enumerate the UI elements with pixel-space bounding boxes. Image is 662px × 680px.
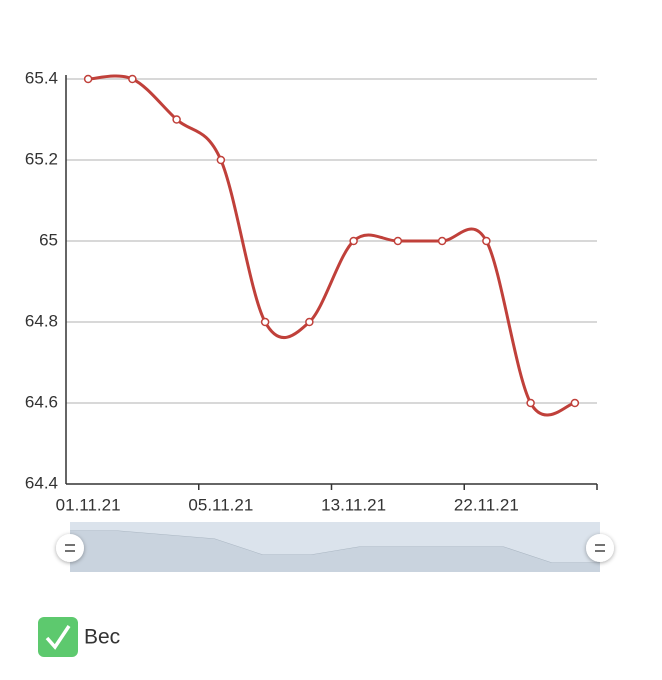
data-point [128,74,137,84]
legend-item[interactable]: Вес [38,617,120,657]
check-icon [45,625,71,650]
data-point [393,236,403,246]
handle-grip [595,544,605,552]
data-point [570,398,580,408]
data-point [349,236,358,246]
x-tick-label: 22.11.21 [454,495,519,514]
y-tick-label: 65 [39,230,58,249]
series-line [88,74,576,417]
legend-checkbox[interactable] [38,617,78,657]
data-point [526,398,535,408]
handle-grip [65,544,75,552]
data-point [172,115,181,124]
x-tick-label: 13.11.21 [321,495,386,514]
y-tick-label: 64.6 [25,392,58,411]
y-tick-label: 65.4 [25,68,58,87]
navigator-handle[interactable] [586,534,614,562]
legend-label[interactable]: Вес [84,626,120,649]
y-tick-label: 64.4 [25,473,58,492]
y-tick-label: 64.8 [25,311,58,330]
data-point [83,74,93,84]
data-point [260,317,270,327]
data-point [216,155,226,165]
data-point [482,236,491,246]
y-tick-label: 65.2 [25,149,58,168]
navigator-area [70,531,600,572]
data-point [437,236,447,246]
x-tick-label: 01.11.21 [56,495,121,514]
navigator-handle[interactable] [56,534,84,562]
x-tick-label: 05.11.21 [188,495,253,514]
data-point [305,317,314,327]
